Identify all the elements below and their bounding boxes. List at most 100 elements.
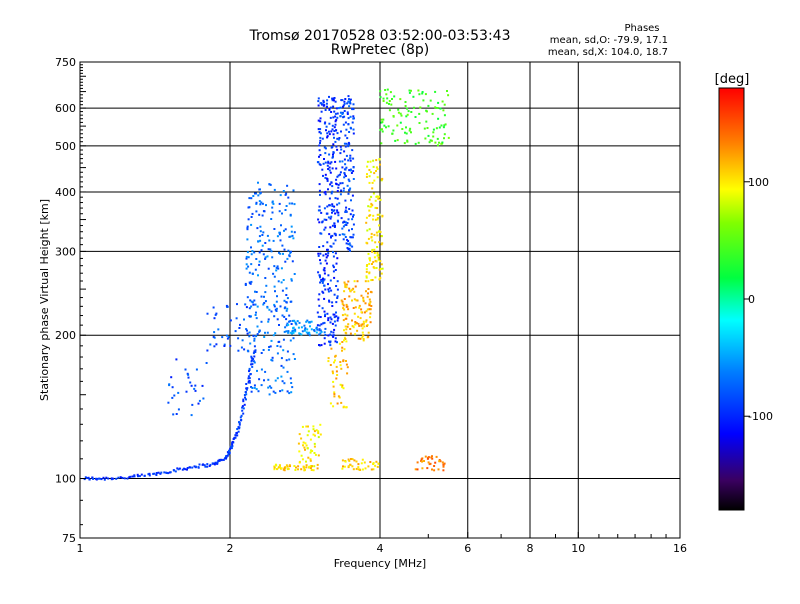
data-point — [282, 279, 285, 281]
data-point — [427, 104, 430, 107]
data-point — [380, 235, 383, 238]
data-point — [333, 276, 336, 279]
colorbar-label: [deg] — [715, 72, 750, 87]
data-point — [274, 379, 277, 382]
data-point — [148, 474, 151, 477]
data-point — [247, 265, 250, 268]
data-point — [346, 222, 349, 224]
data-point — [319, 154, 322, 156]
data-point — [312, 433, 315, 436]
data-point — [360, 294, 363, 297]
data-point — [347, 243, 350, 246]
data-point — [348, 287, 351, 290]
data-point — [238, 327, 241, 329]
x-tick-label: 8 — [527, 542, 534, 555]
data-point — [375, 159, 378, 162]
data-point — [211, 462, 214, 465]
data-point — [281, 289, 284, 292]
data-point — [349, 115, 352, 118]
data-point — [238, 421, 240, 424]
data-point — [286, 370, 289, 373]
data-point — [322, 104, 325, 107]
data-point — [265, 284, 268, 287]
data-point — [322, 99, 325, 102]
data-point — [336, 116, 339, 119]
data-point — [320, 323, 323, 326]
data-point — [376, 251, 379, 254]
data-point — [293, 358, 296, 360]
data-point — [339, 152, 342, 155]
data-point — [336, 402, 339, 405]
data-point — [332, 270, 335, 273]
data-point — [386, 97, 389, 100]
data-point — [91, 476, 94, 479]
data-point — [264, 256, 267, 259]
data-point — [282, 366, 285, 369]
data-point — [376, 168, 379, 170]
data-point — [333, 316, 336, 319]
data-point — [251, 212, 254, 215]
data-point — [306, 332, 309, 335]
data-point — [206, 465, 209, 468]
data-point — [248, 281, 251, 284]
data-point — [382, 118, 385, 121]
data-point — [206, 312, 209, 315]
y-tick-label: 750 — [55, 56, 76, 69]
data-point — [378, 230, 381, 233]
data-point — [254, 314, 257, 316]
data-point — [339, 193, 342, 196]
data-point — [137, 475, 139, 478]
data-point — [275, 300, 278, 303]
data-point — [181, 468, 184, 471]
data-point — [234, 330, 237, 333]
data-point — [344, 223, 347, 226]
data-point — [279, 390, 282, 393]
data-point — [308, 321, 311, 324]
data-point — [333, 130, 336, 132]
data-point — [351, 236, 354, 239]
data-point — [304, 327, 307, 330]
data-point — [160, 471, 163, 474]
y-axis-ticks: 75 100 200 300 400 500 600 750 — [55, 56, 86, 545]
data-point — [340, 367, 343, 370]
data-point — [298, 450, 301, 453]
data-point — [326, 205, 329, 208]
data-point — [268, 346, 271, 348]
data-point — [240, 346, 243, 349]
data-point — [349, 102, 352, 105]
data-point — [424, 455, 427, 458]
data-point — [92, 477, 94, 480]
data-point — [214, 462, 217, 465]
data-point — [264, 277, 267, 279]
data-point — [405, 126, 407, 129]
data-point — [340, 130, 342, 133]
data-point — [289, 213, 292, 216]
data-point — [256, 333, 259, 336]
data-point — [435, 455, 438, 458]
data-point — [323, 158, 325, 160]
data-point — [322, 245, 325, 248]
data-point — [352, 117, 355, 120]
data-point — [440, 142, 443, 145]
data-point — [335, 285, 338, 287]
data-point — [349, 289, 351, 292]
data-point — [358, 304, 361, 307]
data-point — [248, 331, 251, 334]
data-point — [246, 329, 248, 332]
data-point — [343, 348, 346, 351]
data-point — [264, 331, 266, 334]
data-point — [248, 367, 251, 370]
data-point — [260, 201, 263, 204]
data-point — [140, 473, 143, 476]
data-point — [336, 319, 339, 322]
data-point — [309, 458, 312, 461]
data-point — [253, 361, 256, 364]
data-point — [342, 465, 344, 468]
data-point — [264, 257, 267, 260]
data-point — [244, 303, 247, 306]
data-point — [194, 384, 197, 387]
data-point — [331, 190, 334, 193]
data-point — [300, 454, 303, 457]
data-point — [372, 462, 375, 465]
data-point — [376, 207, 379, 210]
